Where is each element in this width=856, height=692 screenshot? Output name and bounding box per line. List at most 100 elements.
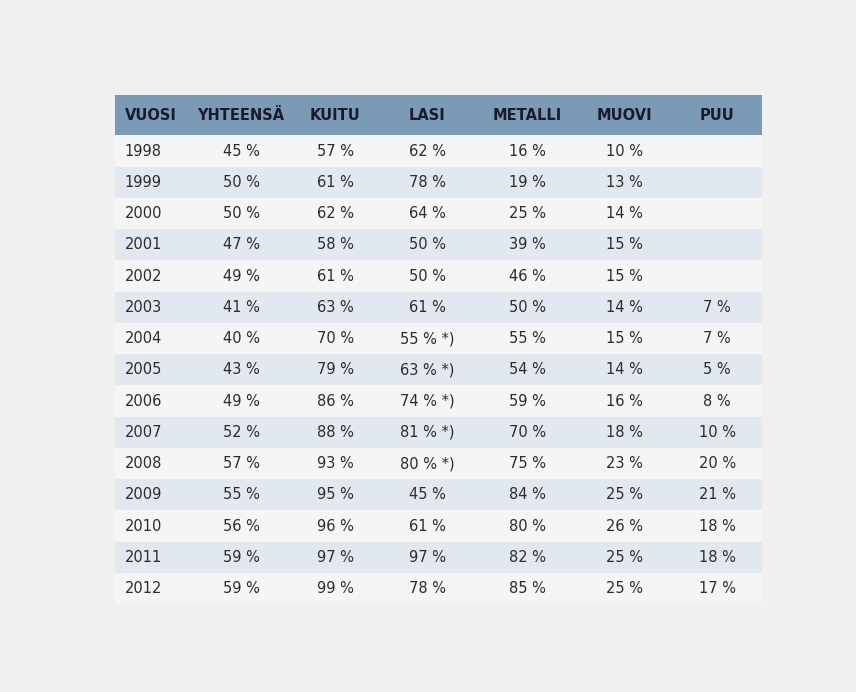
Bar [672,385,763,417]
Bar [377,479,478,511]
Text: 52 %: 52 % [223,425,259,440]
Text: MUOVI: MUOVI [597,107,652,122]
Bar [672,479,763,511]
Text: 58 %: 58 % [317,237,354,253]
Text: 14 %: 14 % [606,363,644,377]
Bar [578,229,672,260]
Bar [115,417,189,448]
Text: 2007: 2007 [125,425,163,440]
Bar [672,291,763,323]
Bar [189,479,293,511]
Text: 10 %: 10 % [606,143,644,158]
Text: 61 %: 61 % [409,300,446,315]
Text: 25 %: 25 % [509,206,546,221]
Text: 54 %: 54 % [509,363,546,377]
Bar [672,417,763,448]
Bar [115,448,189,479]
Text: 16 %: 16 % [606,394,644,408]
Bar [293,385,377,417]
Bar [672,542,763,573]
Text: 79 %: 79 % [317,363,354,377]
Text: 10 %: 10 % [698,425,735,440]
Text: 15 %: 15 % [606,237,644,253]
Text: 19 %: 19 % [509,175,546,190]
Bar [478,573,578,604]
Bar [377,229,478,260]
Bar [377,198,478,229]
Bar [377,167,478,198]
Bar [578,417,672,448]
Text: 41 %: 41 % [223,300,259,315]
Text: 61 %: 61 % [409,518,446,534]
Text: 21 %: 21 % [698,487,735,502]
Bar [578,385,672,417]
Text: LASI: LASI [409,107,446,122]
Text: 46 %: 46 % [509,268,546,284]
Bar [189,198,293,229]
Text: 64 %: 64 % [409,206,446,221]
Text: 55 %: 55 % [509,331,546,346]
Text: 2003: 2003 [125,300,162,315]
Bar [377,417,478,448]
Bar [293,198,377,229]
Bar [578,511,672,542]
Bar [377,542,478,573]
Bar [377,260,478,291]
Bar [189,229,293,260]
Bar [377,573,478,604]
Text: 50 %: 50 % [409,237,446,253]
Text: 2006: 2006 [125,394,163,408]
Text: 85 %: 85 % [509,581,546,596]
Bar [189,354,293,385]
Bar [578,354,672,385]
Text: 97 %: 97 % [409,549,446,565]
Bar [478,479,578,511]
Bar [478,229,578,260]
Text: 59 %: 59 % [509,394,546,408]
Text: 18 %: 18 % [698,518,735,534]
Text: 78 %: 78 % [409,581,446,596]
Text: 61 %: 61 % [317,175,354,190]
Text: YHTEENSÄ: YHTEENSÄ [198,107,285,122]
Bar [293,323,377,354]
Text: 2000: 2000 [125,206,163,221]
Bar [189,417,293,448]
Bar [189,385,293,417]
Text: 25 %: 25 % [606,549,644,565]
Text: 45 %: 45 % [223,143,259,158]
Bar [478,136,578,167]
Bar [115,136,189,167]
Text: PUU: PUU [699,107,734,122]
Bar [189,136,293,167]
Text: 8 %: 8 % [704,394,731,408]
Bar [189,95,293,136]
Text: 55 %: 55 % [223,487,259,502]
Bar [578,573,672,604]
Bar [189,167,293,198]
Bar [377,323,478,354]
Text: 56 %: 56 % [223,518,259,534]
Text: 18 %: 18 % [698,549,735,565]
Text: METALLI: METALLI [493,107,562,122]
Text: 2004: 2004 [125,331,163,346]
Bar [293,448,377,479]
Text: 2008: 2008 [125,456,163,471]
Bar [672,167,763,198]
Bar [115,323,189,354]
Bar [672,573,763,604]
Text: 49 %: 49 % [223,394,259,408]
Text: 1999: 1999 [125,175,162,190]
Bar [189,291,293,323]
Bar [293,95,377,136]
Bar [293,167,377,198]
Bar [672,136,763,167]
Bar [293,542,377,573]
Text: 1998: 1998 [125,143,162,158]
Bar [189,260,293,291]
Bar [672,448,763,479]
Bar [189,448,293,479]
Bar [672,95,763,136]
Bar [115,229,189,260]
Text: 40 %: 40 % [223,331,259,346]
Bar [578,291,672,323]
